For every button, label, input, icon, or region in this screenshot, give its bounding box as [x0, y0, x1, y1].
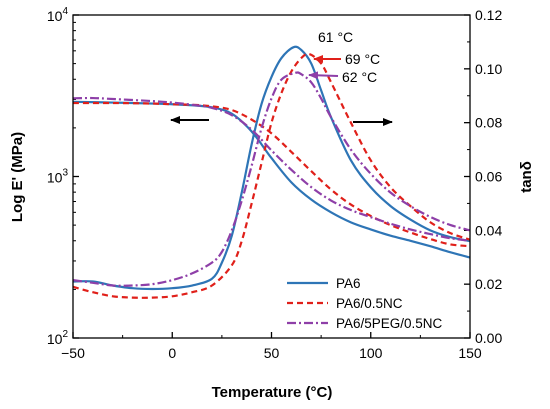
- y-right-tick-label: 0.04: [475, 222, 502, 238]
- legend: PA6 PA6/0.5NC PA6/5PEG/0.5NC: [287, 276, 443, 331]
- series-pa6-5peg-0-5nc-storage-modulus: [72, 96, 471, 242]
- legend-label-pa6-5peg-0-5nc: PA6/5PEG/0.5NC: [336, 316, 443, 331]
- x-tick-label: 50: [264, 345, 280, 361]
- tick-layer: −50 0 50 100 150 102 103 104 0.00 0.02 0.04 0.06 0.0…: [47, 6, 503, 361]
- y-right-tick-label: 0.12: [475, 7, 502, 23]
- y-right-tick-label: 0.08: [475, 115, 502, 131]
- series-pa6-5peg-0-5nc-tan-delta: [72, 71, 471, 287]
- plot-frame: [72, 14, 471, 339]
- annotations: 61 °C 69 °C 62 °C: [308, 29, 380, 85]
- y-right-tick-label: 0.00: [475, 330, 502, 346]
- series-pa6-0-5nc-tan-delta: [72, 52, 471, 299]
- annotation-peg-arrow: [308, 71, 339, 80]
- y-left-tick-label: 103: [47, 168, 69, 186]
- x-tick-label: −50: [61, 345, 85, 361]
- y-right-tick-label: 0.10: [475, 61, 502, 77]
- y-right-tick-label: 0.02: [475, 276, 502, 292]
- legend-label-pa6: PA6: [336, 276, 361, 291]
- x-tick-label: 100: [359, 345, 383, 361]
- series-pa6-tan-delta: [72, 45, 471, 291]
- y-left-tick-label: 104: [47, 6, 69, 24]
- series-pa6-storage-modulus: [72, 100, 471, 259]
- x-axis-title: Temperature (°C): [212, 384, 333, 401]
- y-right-tick-label: 0.06: [475, 169, 502, 185]
- series-layer: [72, 45, 471, 299]
- y-left-tick-label: 102: [47, 329, 69, 347]
- series-pa6-0-5nc-storage-modulus: [72, 101, 471, 248]
- y-axis-right-title: tanδ: [518, 161, 535, 193]
- legend-label-pa6-0-5nc: PA6/0.5NC: [336, 296, 403, 311]
- annotation-pa6: 61 °C: [318, 29, 353, 45]
- x-tick-label: 0: [168, 345, 176, 361]
- annotation-pa6-5peg-0-5nc: 62 °C: [342, 69, 377, 85]
- x-tick-label: 150: [458, 345, 482, 361]
- annotation-pa6-0-5nc: 69 °C: [345, 51, 380, 67]
- y-axis-left-title: Log E' (MPa): [9, 132, 26, 222]
